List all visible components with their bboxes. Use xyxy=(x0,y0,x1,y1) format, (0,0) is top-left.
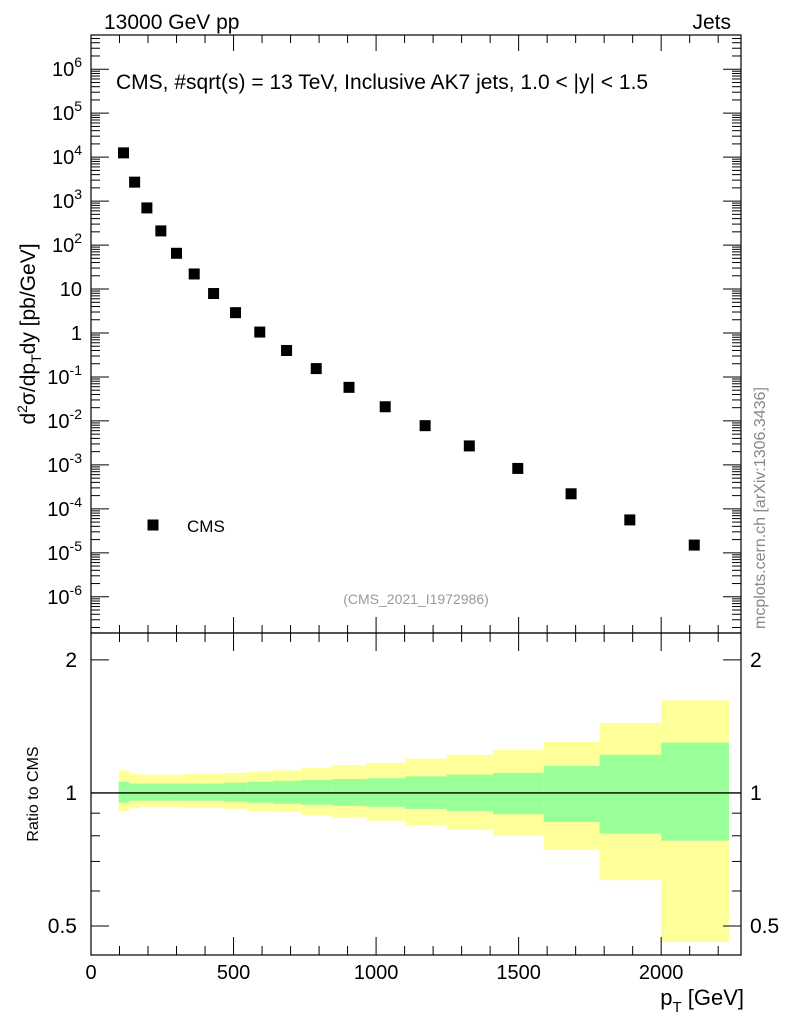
stat-band-bin xyxy=(140,783,154,801)
ratio-y-axis-label: Ratio to CMS xyxy=(25,746,42,841)
ratio-bands xyxy=(118,700,730,943)
y-tick-label: 10-2 xyxy=(47,406,82,433)
legend-marker-square xyxy=(147,519,159,531)
y-tick-label: 102 xyxy=(52,230,82,257)
side-source-label: mcplots.cern.ch [arXiv:1306.3436] xyxy=(752,387,769,629)
y-tick-label: 10-5 xyxy=(47,538,82,565)
data-point xyxy=(310,363,322,375)
y-tick-label: 105 xyxy=(52,98,82,125)
x-tick-label: 500 xyxy=(217,962,250,984)
stat-band-bin xyxy=(247,781,273,803)
x-tick-label: 1000 xyxy=(354,962,399,984)
header-process: 13000 GeV pp xyxy=(104,11,239,34)
main-panel: 10610510410310210110-110-210-310-410-510… xyxy=(14,34,742,634)
ratio-y-tick-label-right: 0.5 xyxy=(750,915,779,938)
stat-band-bin xyxy=(599,754,662,834)
data-point xyxy=(688,539,700,551)
stat-band-bin xyxy=(543,766,600,822)
y-tick-label: 10-4 xyxy=(47,494,82,521)
data-point xyxy=(129,176,141,188)
legend: CMS xyxy=(147,517,225,536)
y-tick-label: 10 xyxy=(60,279,82,301)
x-tick-label: 1500 xyxy=(496,962,541,984)
main-watermark: (CMS_2021_I1972986) xyxy=(343,591,489,607)
stat-band-bin xyxy=(118,781,129,803)
main-data-points xyxy=(118,147,700,551)
data-point xyxy=(208,288,220,300)
data-point xyxy=(565,488,577,500)
stat-band-bin xyxy=(224,782,248,802)
ratio-y-tick-label: 1 xyxy=(65,782,77,805)
ratio-frame xyxy=(90,632,742,956)
main-y-tick-labels: 10610510410310210110-110-210-310-410-510… xyxy=(47,54,82,609)
data-point xyxy=(379,401,391,413)
ratio-panel: 2 2 1 1 0.5 0.5 0 500 1000 1500 2000 Ratio to CMS… xyxy=(25,632,779,1016)
x-axis-label: pT [GeV] xyxy=(660,985,744,1016)
data-point xyxy=(171,247,183,259)
main-frame xyxy=(90,34,742,634)
data-point xyxy=(343,381,355,393)
main-y-axis-label: d2σ/dpTdy [pb/GeV] xyxy=(14,243,44,424)
x-tick-label: 0 xyxy=(85,962,96,984)
stat-band-bin xyxy=(168,783,186,801)
y-tick-label: 10-3 xyxy=(47,450,82,477)
stat-band-bin xyxy=(128,783,141,801)
main-axis-ticks xyxy=(90,34,741,633)
ratio-y-tick-label: 2 xyxy=(65,649,77,672)
y-tick-label: 1 xyxy=(71,323,82,345)
x-tick-label: 2000 xyxy=(639,962,684,984)
legend-label: CMS xyxy=(187,517,225,536)
y-tick-label: 104 xyxy=(52,142,82,169)
data-point xyxy=(155,225,167,237)
data-point xyxy=(419,420,431,432)
data-point xyxy=(512,462,524,474)
data-point xyxy=(463,440,475,452)
stat-band-bin xyxy=(185,783,204,801)
data-point xyxy=(281,344,293,356)
data-point xyxy=(254,326,266,338)
stat-band-bin xyxy=(203,783,225,801)
y-tick-label: 106 xyxy=(52,54,82,81)
ratio-y-tick-label: 0.5 xyxy=(48,915,77,938)
data-point xyxy=(188,268,200,280)
stat-band-bin xyxy=(153,783,169,801)
data-point xyxy=(118,147,129,159)
x-tick-labels: 0 500 1000 1500 2000 xyxy=(85,962,683,984)
y-tick-label: 103 xyxy=(52,186,82,213)
data-point xyxy=(230,307,242,319)
ratio-y-tick-label-right: 1 xyxy=(750,782,762,805)
y-tick-label: 10-6 xyxy=(47,582,82,609)
data-point xyxy=(141,202,153,214)
ratio-y-tick-label-right: 2 xyxy=(750,649,762,672)
main-chart-title: CMS, #sqrt(s) = 13 TeV, Inclusive AK7 je… xyxy=(116,71,648,94)
stat-band-bin xyxy=(661,742,730,841)
y-tick-label: 10-1 xyxy=(47,362,82,389)
ratio-y-tick-labels: 2 2 1 1 0.5 0.5 xyxy=(48,649,779,938)
header-category: Jets xyxy=(692,11,731,34)
data-point xyxy=(624,514,636,526)
